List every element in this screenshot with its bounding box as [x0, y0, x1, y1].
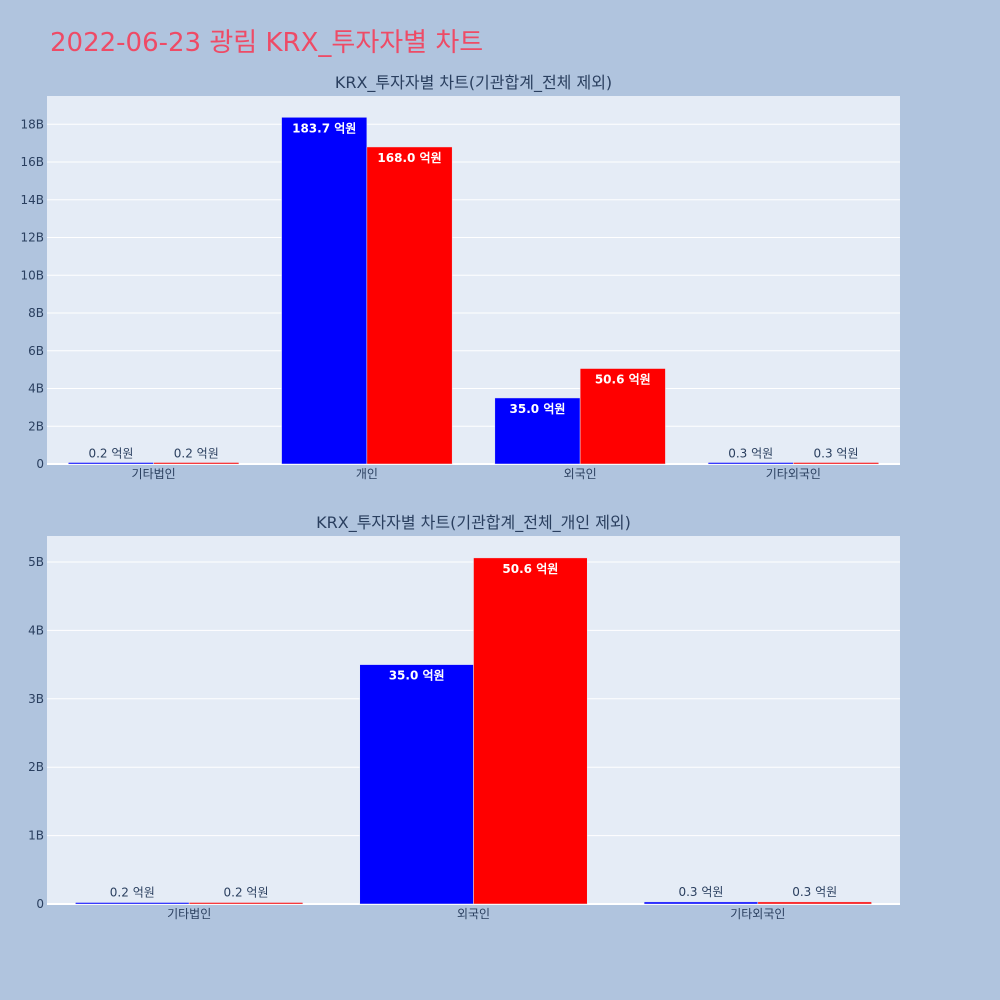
- x-tick-label: 기타외국인: [766, 467, 821, 481]
- data-label: 50.6 억원: [502, 562, 558, 576]
- y-tick-label: 6B: [28, 344, 44, 358]
- x-tick-label: 기타법인: [167, 907, 211, 921]
- data-label: 0.2 억원: [110, 886, 155, 900]
- x-tick-label: 외국인: [457, 907, 490, 921]
- bar-blue: [707, 462, 794, 465]
- x-tick-label: 기타외국인: [730, 907, 785, 921]
- y-tick-label: 14B: [20, 193, 44, 207]
- x-tick-label: 개인: [356, 467, 378, 481]
- bar-blue: [494, 397, 581, 465]
- data-label: 35.0 억원: [389, 669, 445, 683]
- bar-blue: [281, 117, 368, 465]
- bar-red: [188, 902, 304, 905]
- bar-red: [757, 901, 872, 905]
- bar-red: [579, 368, 666, 465]
- y-tick-label: 2B: [28, 760, 44, 774]
- x-tick-label: 외국인: [564, 467, 597, 481]
- data-label: 50.6 억원: [595, 373, 651, 387]
- bar-red: [366, 146, 453, 465]
- bar-blue: [68, 462, 154, 465]
- bar-blue: [75, 902, 190, 905]
- chart-bottom: KRX_투자자별 차트(기관합계_전체_개인 제외) 0 1B 2B 3B 4B 5B 기타법…: [28, 513, 900, 921]
- y-tick-label: 10B: [20, 268, 44, 282]
- y-tick-label: 16B: [20, 155, 44, 169]
- data-label: 0.3 억원: [678, 885, 723, 899]
- bar-red: [793, 462, 879, 465]
- y-tick-label: 0: [36, 457, 44, 471]
- data-label: 0.3 억원: [792, 885, 837, 899]
- x-tick-label: 기타법인: [132, 467, 176, 481]
- data-label: 0.3 억원: [814, 446, 859, 460]
- chart-top: KRX_투자자별 차트(기관합계_전체 제외) 0 2B 4B 6B 8B 10B 12B 14…: [20, 73, 900, 481]
- bar-blue: [359, 664, 474, 905]
- y-tick-label: 1B: [28, 829, 44, 843]
- data-label: 0.2 억원: [174, 447, 219, 461]
- chart-title: KRX_투자자별 차트(기관합계_전체 제외): [335, 73, 612, 93]
- y-tick-label: 4B: [28, 623, 44, 637]
- data-label: 0.3 억원: [728, 446, 773, 460]
- data-label: 168.0 억원: [377, 151, 441, 165]
- page-title: 2022-06-23 광림 KRX_투자자별 차트: [50, 28, 484, 58]
- data-label: 0.2 억원: [224, 886, 269, 900]
- y-tick-label: 0: [36, 897, 44, 911]
- y-tick-label: 4B: [28, 382, 44, 396]
- chart-title: KRX_투자자별 차트(기관합계_전체_개인 제외): [316, 513, 631, 533]
- bar-red: [473, 557, 588, 905]
- bar-red: [153, 462, 240, 465]
- y-tick-label: 12B: [20, 231, 44, 245]
- data-label: 0.2 억원: [88, 447, 133, 461]
- data-label: 183.7 억원: [292, 121, 356, 135]
- y-tick-label: 8B: [28, 306, 44, 320]
- data-label: 35.0 억원: [510, 402, 566, 416]
- y-tick-label: 5B: [28, 555, 44, 569]
- bar-blue: [643, 901, 759, 905]
- y-tick-label: 3B: [28, 692, 44, 706]
- y-tick-label: 2B: [28, 419, 44, 433]
- y-tick-label: 18B: [20, 117, 44, 131]
- plot-area: [47, 96, 900, 464]
